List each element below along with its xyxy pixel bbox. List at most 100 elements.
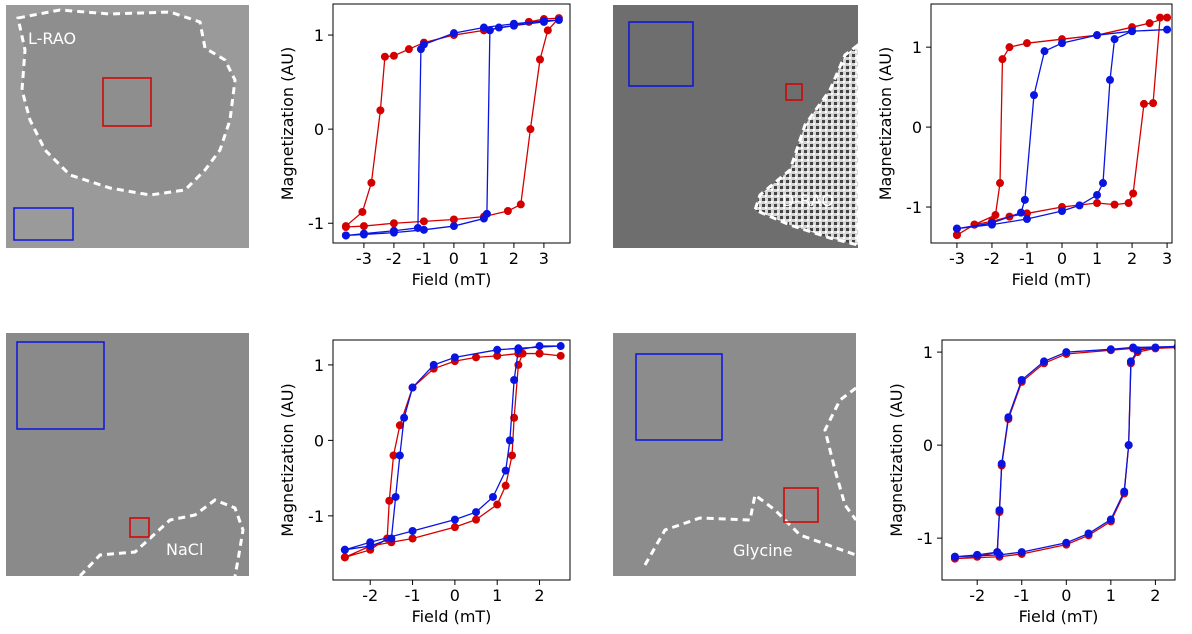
data-point (1062, 348, 1071, 357)
data-point (472, 353, 481, 362)
data-point (1106, 345, 1115, 354)
data-point (408, 383, 417, 392)
x-tick-label: 2 (1150, 586, 1160, 605)
x-tick-label: 2 (509, 249, 519, 268)
data-point (539, 16, 548, 25)
data-point (449, 215, 458, 224)
y-axis-label: Magnetization (AU) (887, 383, 906, 537)
data-point (359, 229, 368, 238)
data-point (1145, 19, 1154, 28)
x-tick-label: -2 (969, 586, 985, 605)
data-point (341, 222, 350, 231)
image-label: Glycine (733, 541, 793, 560)
plot-area (340, 342, 565, 562)
data-point (536, 55, 544, 64)
axes-frame (941, 339, 1176, 581)
data-point (479, 23, 488, 32)
data-point (341, 231, 350, 240)
image-l-rao: L-RAO (6, 5, 249, 248)
data-point (395, 421, 404, 430)
plot-area (341, 14, 563, 240)
data-point (1093, 199, 1102, 208)
x-tick-label: 0 (449, 249, 459, 268)
data-point (387, 534, 396, 543)
data-point (950, 552, 959, 561)
y-tick-label: -1 (308, 507, 324, 526)
x-tick-label: -3 (356, 249, 372, 268)
data-point (1098, 179, 1107, 188)
data-point (485, 26, 494, 35)
data-point (1110, 200, 1119, 209)
data-point (419, 217, 428, 226)
series-line (956, 28, 1168, 230)
data-point (340, 553, 349, 562)
image-nacl: NaCl (6, 333, 249, 578)
x-tick-label: 1 (479, 249, 489, 268)
x-tick-label: -1 (416, 249, 432, 268)
y-tick-label: 0 (314, 120, 324, 139)
data-point (503, 207, 512, 216)
data-point (472, 515, 481, 524)
data-point (366, 542, 375, 551)
data-point (973, 550, 982, 559)
data-point (408, 534, 417, 543)
data-point (1058, 39, 1067, 48)
data-point (987, 219, 996, 228)
data-point (1163, 25, 1172, 34)
data-point (510, 376, 519, 384)
data-point (1163, 13, 1172, 22)
y-axis-label: Magnetization (AU) (876, 47, 895, 201)
x-tick-label: 3 (539, 249, 549, 268)
x-tick-label: 2 (534, 586, 544, 605)
data-point (419, 225, 428, 234)
y-tick-label: 0 (314, 431, 324, 450)
y-tick-label: 0 (912, 118, 922, 137)
data-point (493, 351, 502, 360)
data-point (993, 548, 1002, 557)
data-point (1124, 441, 1133, 450)
data-point (1093, 191, 1102, 200)
data-point (416, 45, 425, 54)
x-tick-label: -1 (1014, 586, 1030, 605)
data-point (389, 51, 398, 60)
data-point (996, 179, 1005, 188)
data-point (1062, 538, 1071, 547)
data-point (1022, 39, 1031, 48)
data-point (1120, 487, 1129, 496)
data-point (472, 508, 481, 517)
data-point (429, 360, 438, 369)
data-point (449, 222, 458, 231)
data-point (404, 45, 413, 54)
data-point (1149, 99, 1158, 108)
data-point (358, 207, 367, 216)
data-point (367, 178, 376, 187)
data-point (450, 523, 459, 532)
x-tick-label: 0 (450, 586, 460, 605)
y-tick-label: -1 (308, 214, 324, 233)
data-point (995, 506, 1004, 515)
y-tick-label: 1 (912, 38, 922, 57)
x-axis-label: Field (mT) (412, 270, 492, 289)
x-tick-label: -1 (1019, 249, 1035, 268)
x-tick-label: -2 (386, 249, 402, 268)
data-point (1017, 376, 1026, 384)
data-point (376, 106, 385, 115)
x-axis-label: Field (mT) (412, 607, 492, 626)
y-tick-label: 1 (314, 26, 324, 45)
image-glycine: Glycine (613, 333, 858, 576)
data-point (385, 496, 394, 505)
x-tick-label: 3 (1162, 249, 1172, 268)
x-tick-label: 1 (1092, 249, 1102, 268)
plot-area (950, 343, 1175, 563)
y-tick-label: 1 (314, 356, 324, 375)
data-point (1029, 91, 1038, 100)
data-point (1040, 47, 1049, 56)
data-point (1040, 357, 1049, 366)
image-label: L-RAO (28, 29, 76, 48)
y-tick-label: 1 (923, 343, 933, 362)
x-tick-label: 2 (1127, 249, 1137, 268)
